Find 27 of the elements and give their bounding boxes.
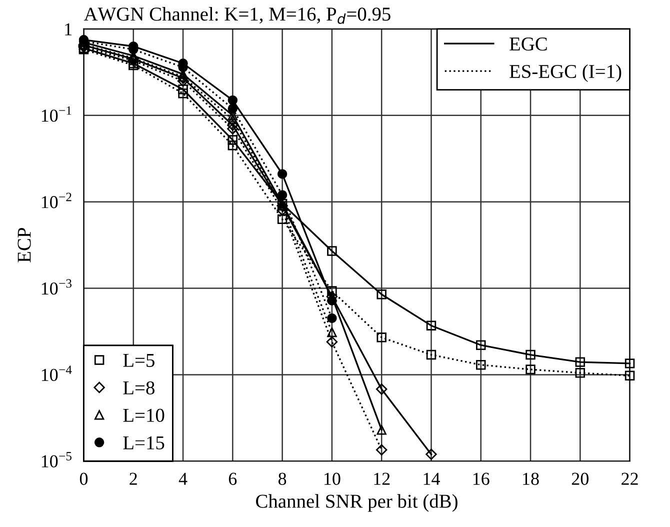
x-tick-label: 10 xyxy=(324,472,340,485)
x-tick-label: 8 xyxy=(278,472,286,485)
y-tick-label: 10$^{−5}$ xyxy=(42,452,72,468)
x-tick-label: 6 xyxy=(228,472,237,485)
x-tick-label: 4 xyxy=(178,472,188,485)
x-tick-label: 2 xyxy=(130,472,137,485)
legend-label: EGC xyxy=(510,38,547,51)
x-tick-label: 20 xyxy=(572,472,588,485)
x-tick-label: 16 xyxy=(473,472,490,485)
y-axis-title: ECP xyxy=(18,228,31,262)
y-tick-label: 10$^{−2}$ xyxy=(42,192,72,208)
x-tick-label: 0 xyxy=(80,472,88,485)
y-tick-label: 1 xyxy=(65,23,72,36)
x-axis-title: Channel SNR per bit (dB) xyxy=(256,494,458,512)
x-tick-label: 18 xyxy=(523,472,539,485)
y-tick-label: 10$^{−3}$ xyxy=(42,279,72,295)
y-tick-label: 10$^{−1}$ xyxy=(42,106,72,122)
x-tick-label: 14 xyxy=(424,472,440,485)
legend-label: L=5 xyxy=(123,354,154,367)
chart-title: AWGN Channel: K=1, M=16, P$_{d}$=0.95 xyxy=(84,7,390,24)
x-tick-label: 12 xyxy=(374,472,390,485)
legend-label: L=10 xyxy=(123,408,164,422)
y-tick-label: 10$^{−4}$ xyxy=(42,366,72,382)
legend-label: L=8 xyxy=(123,381,154,394)
legend-label: L=15 xyxy=(123,436,164,450)
legend-label: ES-EGC (I=1) xyxy=(510,64,622,82)
x-tick-label: 22 xyxy=(622,472,638,485)
